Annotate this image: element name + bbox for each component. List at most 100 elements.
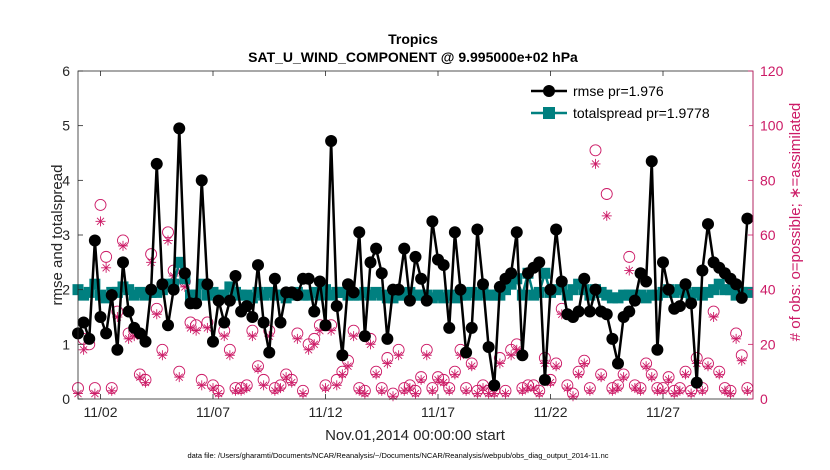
totalspread-point bbox=[719, 284, 731, 296]
totalspread-point bbox=[83, 286, 95, 298]
legend-marker-totalspread bbox=[543, 107, 555, 119]
totalspread-point bbox=[651, 289, 663, 301]
totalspread-point bbox=[573, 278, 585, 290]
legend-label-totalspread: totalspread pr=1.9778 bbox=[573, 105, 710, 121]
rmse-point bbox=[240, 300, 253, 313]
rmse-point bbox=[122, 305, 135, 318]
assimilated-point bbox=[461, 385, 472, 396]
x-axis-label: Nov.01,2014 00:00:00 start bbox=[325, 427, 506, 444]
totalspread-point bbox=[241, 289, 253, 301]
totalspread-point bbox=[185, 289, 196, 301]
assimilated-point bbox=[101, 262, 112, 273]
totalspread-point bbox=[657, 286, 669, 298]
totalspread-point bbox=[606, 292, 618, 304]
assimilated-point bbox=[89, 388, 100, 399]
rmse-point bbox=[420, 294, 433, 307]
assimilated-point bbox=[298, 388, 308, 399]
rmse-point bbox=[302, 272, 315, 285]
totalspread-point bbox=[578, 284, 590, 296]
assimilated-point bbox=[596, 372, 607, 383]
totalspread-point bbox=[561, 289, 573, 301]
rmse-point bbox=[257, 316, 270, 329]
legend-label-rmse: rmse pr=1.976 bbox=[573, 83, 664, 99]
assimilated-point bbox=[421, 350, 432, 361]
rmse-point bbox=[702, 218, 714, 231]
assimilated-point bbox=[427, 385, 438, 396]
totalspread-point bbox=[134, 286, 146, 298]
totalspread-point bbox=[713, 278, 725, 290]
totalspread-point bbox=[584, 289, 596, 301]
assimilated-point bbox=[562, 383, 573, 394]
possible-point bbox=[589, 144, 602, 157]
totalspread-point bbox=[730, 289, 742, 301]
rmse-point bbox=[246, 311, 259, 323]
totalspread-point bbox=[275, 289, 286, 301]
y-right-tick-label-3: 60 bbox=[760, 227, 776, 243]
assimilated-point bbox=[736, 355, 747, 366]
right-axis-ticks: 0 20 40 60 80 100 120 bbox=[748, 63, 784, 407]
rmse-point bbox=[645, 155, 658, 168]
assimilated-point bbox=[708, 312, 719, 322]
rmse-point bbox=[651, 343, 664, 356]
rmse-point bbox=[533, 256, 546, 269]
assimilated-point bbox=[573, 369, 584, 380]
rmse-point bbox=[696, 264, 709, 277]
rmse-point bbox=[156, 278, 169, 291]
rmse-point bbox=[162, 319, 174, 332]
rmse-point bbox=[358, 330, 371, 343]
totalspread-point bbox=[680, 286, 691, 298]
rmse-point bbox=[448, 226, 461, 239]
totalspread-point bbox=[398, 289, 410, 301]
totalspread-point bbox=[381, 292, 393, 304]
y-axis-label: rmse and totalspread bbox=[49, 165, 66, 306]
assimilated-point bbox=[680, 369, 691, 380]
assimilated-point bbox=[253, 363, 263, 374]
assimilated-point bbox=[174, 372, 185, 383]
rmse-point bbox=[662, 283, 675, 296]
totalspread-point bbox=[483, 289, 495, 301]
assimilated-point bbox=[258, 380, 269, 391]
totalspread-point bbox=[466, 286, 478, 298]
totalspread-point bbox=[646, 289, 658, 301]
rmse-point bbox=[190, 297, 203, 310]
x-tick-label-2: 11/12 bbox=[309, 404, 343, 420]
rmse-point bbox=[505, 267, 518, 280]
totalspread-point bbox=[741, 286, 753, 298]
rmse-point bbox=[482, 341, 495, 354]
assimilated-point bbox=[438, 377, 449, 388]
rmse-point bbox=[673, 300, 686, 313]
rmse-point bbox=[201, 278, 214, 291]
assimilated-point bbox=[534, 388, 545, 399]
assimilated-point bbox=[388, 391, 398, 402]
rmse-point bbox=[516, 349, 529, 362]
assimilated-point bbox=[742, 385, 753, 396]
assimilated-point bbox=[584, 385, 595, 396]
assimilated-point bbox=[309, 339, 320, 350]
x-tick-label-1: 11/07 bbox=[196, 404, 230, 420]
rmse-point bbox=[443, 321, 456, 334]
rmse-point bbox=[83, 332, 96, 345]
totalspread-point bbox=[303, 289, 315, 301]
rmse-point bbox=[274, 316, 287, 329]
assimilated-point bbox=[579, 358, 590, 369]
y-right-tick-label-2: 40 bbox=[760, 282, 776, 298]
totalspread-point bbox=[505, 278, 517, 290]
totalspread-point bbox=[612, 292, 624, 304]
assimilated-point bbox=[590, 158, 601, 169]
assimilated-point bbox=[106, 385, 117, 396]
totalspread-point bbox=[516, 289, 528, 301]
totalspread-point bbox=[443, 289, 455, 301]
rmse-point bbox=[730, 278, 743, 291]
rmse-point bbox=[308, 305, 321, 318]
assimilated-point bbox=[275, 383, 286, 394]
rmse-point bbox=[330, 300, 343, 313]
totalspread-point bbox=[207, 286, 219, 298]
rmse-point bbox=[77, 316, 90, 329]
totalspread-point bbox=[685, 289, 697, 301]
assimilated-point bbox=[601, 210, 612, 221]
totalspread-point bbox=[365, 289, 376, 301]
x-axis-ticks: 11/02 11/07 11/12 11/17 11/22 11/27 bbox=[84, 71, 680, 420]
assimilated-point bbox=[568, 391, 578, 402]
rmse-point bbox=[403, 294, 416, 307]
x-tick-label-4: 11/22 bbox=[534, 404, 568, 420]
